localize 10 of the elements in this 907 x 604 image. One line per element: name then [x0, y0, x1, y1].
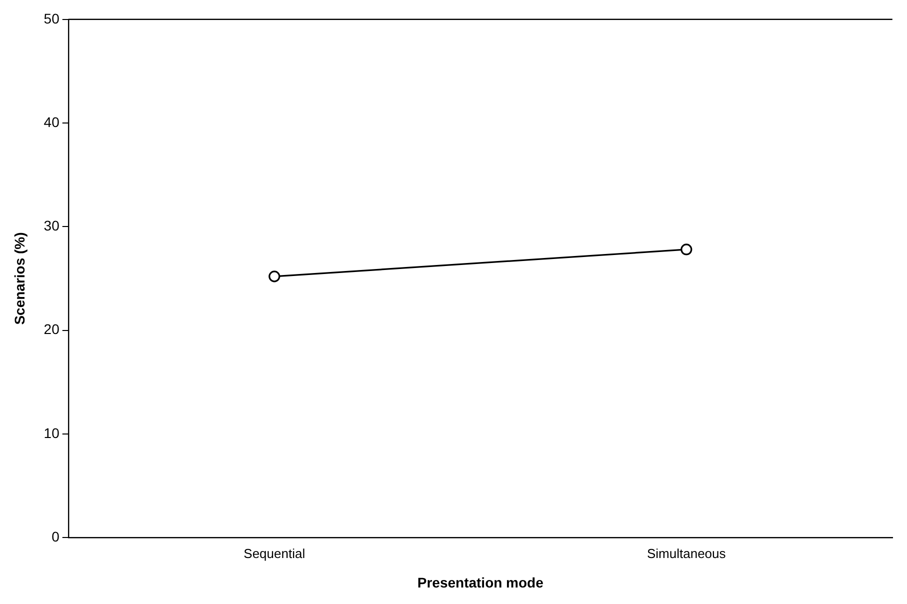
y-tick-label: 40: [44, 114, 60, 130]
y-tick-label: 30: [44, 218, 60, 234]
y-axis-title: Scenarios (%): [11, 232, 28, 325]
y-tick-label: 50: [44, 10, 60, 26]
x-tick-label: Simultaneous: [647, 546, 726, 561]
y-tick-label: 10: [44, 424, 60, 441]
y-tick-label: 20: [44, 321, 60, 338]
y-tick-label: 0: [52, 528, 60, 544]
x-axis-title: Presentation mode: [417, 574, 544, 590]
x-tick-label: Sequential: [244, 546, 306, 561]
